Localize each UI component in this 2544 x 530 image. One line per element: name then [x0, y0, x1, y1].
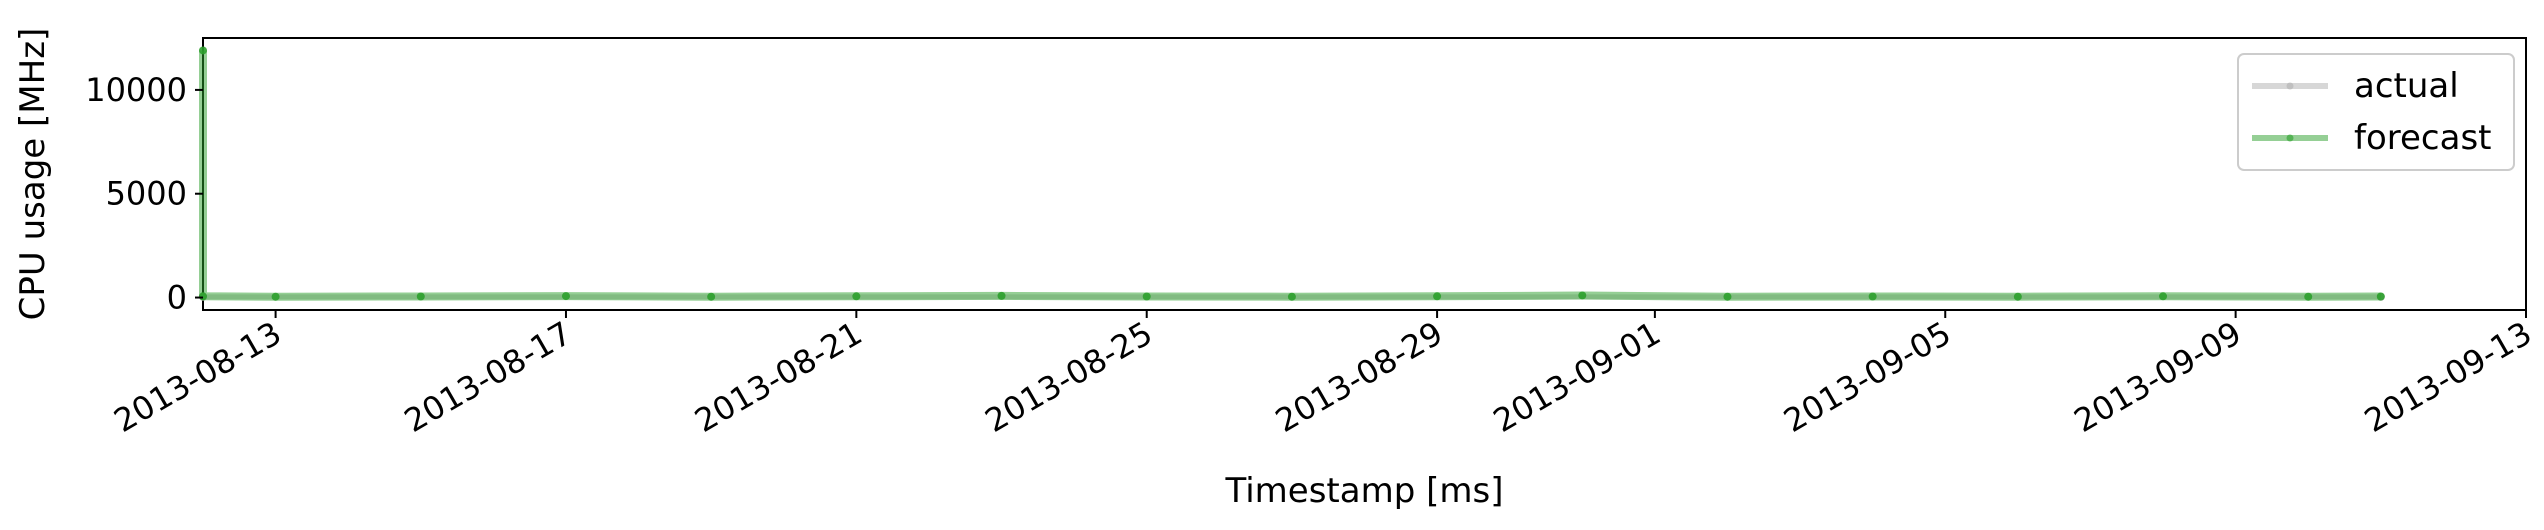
y-axis-label: CPU usage [MHz]	[13, 28, 53, 321]
data-point-forecast	[416, 292, 425, 301]
x-tick-label: 2013-09-09	[2068, 314, 2248, 440]
data-point-forecast	[1723, 292, 1732, 301]
data-point-forecast	[2304, 292, 2313, 301]
y-tick-label: 5000	[106, 175, 187, 213]
y-tick-label: 0	[167, 279, 187, 317]
ticks: 2013-08-13 2013-08-17 2013-08-21 2013-08-25…	[85, 71, 2538, 440]
legend: actual forecast	[2237, 53, 2515, 171]
legend-label-actual: actual	[2354, 66, 2459, 106]
data-point-forecast	[1433, 292, 1442, 301]
legend-marker-forecast	[2286, 134, 2294, 142]
data-point-forecast	[997, 291, 1006, 300]
y-tick-label: 10000	[85, 71, 187, 109]
data-point-forecast	[1142, 292, 1151, 301]
x-tick-label: 2013-09-05	[1777, 314, 1957, 440]
data-point-forecast	[1287, 292, 1296, 301]
data-point-forecast	[1578, 291, 1587, 300]
plot-frame	[202, 37, 2527, 311]
data-point-forecast	[561, 292, 570, 301]
legend-label-forecast: forecast	[2354, 118, 2492, 158]
data-point-forecast	[199, 46, 207, 55]
axes	[202, 37, 2527, 311]
data-point-forecast	[199, 292, 207, 301]
legend-marker-actual	[2286, 82, 2294, 90]
series-line-forecast	[199, 50, 2381, 301]
data-point-forecast	[2159, 292, 2168, 301]
x-tick-label: 2013-09-01	[1487, 314, 1667, 440]
x-tick-label: 2013-08-25	[979, 314, 1159, 440]
data-point-forecast	[271, 292, 280, 301]
x-tick-label: 2013-08-17	[398, 314, 578, 440]
data-point-forecast	[2013, 292, 2022, 301]
x-tick-label: 2013-09-13	[2358, 314, 2538, 440]
x-tick-label: 2013-08-21	[688, 314, 868, 440]
x-tick-label: 2013-08-13	[108, 314, 288, 440]
x-tick-label: 2013-08-29	[1269, 314, 1449, 440]
data-point-forecast	[707, 292, 716, 301]
x-axis-label: Timestamp [ms]	[1225, 471, 1504, 511]
data-point-forecast	[2376, 292, 2385, 301]
data-point-forecast	[852, 292, 861, 301]
plot-area	[199, 46, 2385, 301]
data-point-forecast	[1868, 292, 1877, 301]
